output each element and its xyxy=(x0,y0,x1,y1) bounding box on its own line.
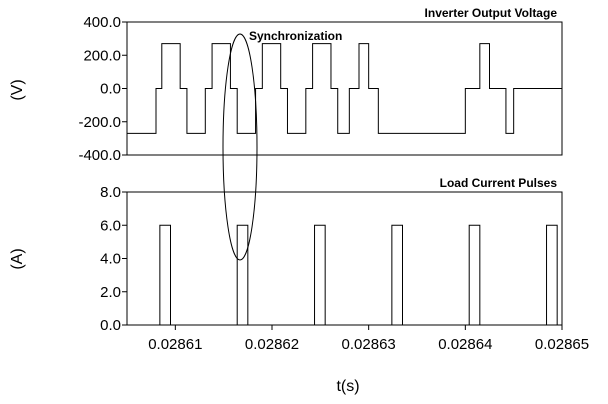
voltage-y-tick-label: -200.0 xyxy=(78,114,121,131)
current-y-tick-label: 8.0 xyxy=(100,184,121,201)
x-tick-label: 0.02865 xyxy=(535,336,589,353)
voltage-y-tick-label: 200.0 xyxy=(83,47,121,64)
current-y-tick-label: 6.0 xyxy=(100,217,121,234)
current-pulse xyxy=(314,224,326,326)
synchronization-ellipse xyxy=(222,33,258,261)
current-pulses xyxy=(159,224,558,326)
voltage-y-tick-label: -400.0 xyxy=(78,147,121,164)
current-plot-frame xyxy=(126,191,563,326)
current-pulse xyxy=(236,224,249,326)
current-y-tick-label: 0.0 xyxy=(100,317,121,334)
current-pulse xyxy=(391,224,404,326)
voltage-plot: Inverter Output Voltage (V) 400.0 200.0 0.… xyxy=(9,6,563,164)
current-x-ticks: 0.02861 0.02862 0.02863 0.02864 0.02865 xyxy=(148,325,589,353)
x-axis-label: t(s) xyxy=(336,378,359,395)
x-tick-label: 0.02864 xyxy=(438,336,492,353)
current-plot: Load Current Pulses (A) 8.06.04.02.00.0 … xyxy=(9,176,589,395)
x-tick-label: 0.02861 xyxy=(148,336,202,353)
current-pulse xyxy=(468,224,481,326)
current-y-ticks: 8.0 6.0 4.0 2.0 0.0 xyxy=(100,184,127,334)
current-y-axis-label: (A) xyxy=(9,248,26,269)
voltage-plot-title: Inverter Output Voltage xyxy=(425,6,558,20)
voltage-y-axis-label: (V) xyxy=(9,79,26,100)
current-y-tick-label: 2.0 xyxy=(100,284,121,301)
voltage-y-tick-label: 400.0 xyxy=(83,14,121,31)
voltage-y-tick-label: 0.0 xyxy=(100,81,121,98)
voltage-series-line xyxy=(127,43,562,134)
current-pulse xyxy=(546,224,558,326)
current-plot-title: Load Current Pulses xyxy=(440,176,558,190)
voltage-y-ticks: 400.0 200.0 0.0 -200.0 -400.0 xyxy=(78,14,127,164)
synchronization-annotation: Synchronization xyxy=(222,29,342,261)
current-y-tick-label: 4.0 xyxy=(100,251,121,268)
x-tick-label: 0.02863 xyxy=(342,336,396,353)
x-tick-label: 0.02862 xyxy=(245,336,299,353)
current-pulse xyxy=(159,224,172,326)
synchronization-label: Synchronization xyxy=(249,29,342,43)
